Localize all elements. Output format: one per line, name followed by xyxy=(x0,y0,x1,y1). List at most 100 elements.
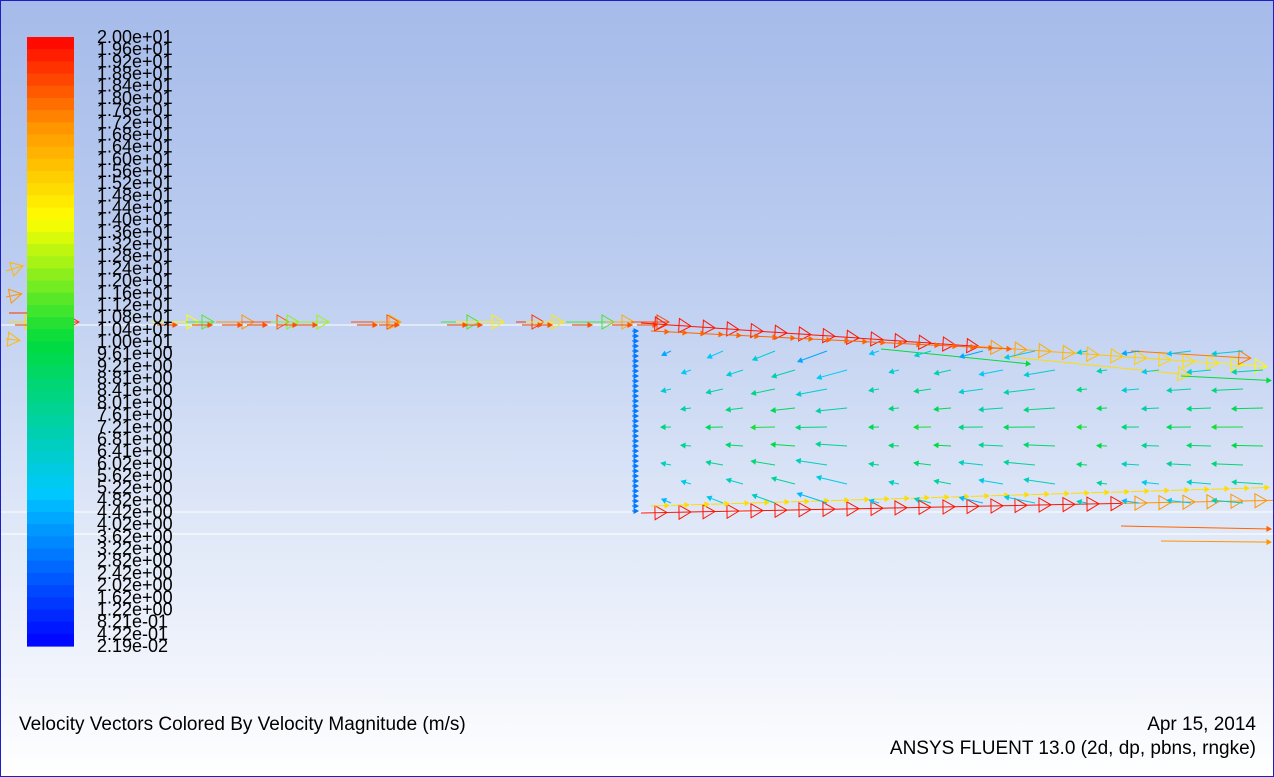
velocity-vector xyxy=(770,476,796,485)
velocity-vector xyxy=(1090,489,1111,496)
colorbar-swatch xyxy=(27,487,74,501)
colorbar-swatch xyxy=(27,390,74,403)
velocity-vector xyxy=(1166,387,1192,394)
colorbar-tick-label: 1.92e+01 xyxy=(97,51,173,71)
velocity-vector xyxy=(5,331,21,348)
velocity-vector xyxy=(904,499,932,516)
velocity-vector xyxy=(632,472,640,480)
velocity-vector xyxy=(1190,486,1211,493)
velocity-vector xyxy=(632,397,640,405)
velocity-vector xyxy=(958,459,984,466)
velocity-vector xyxy=(632,422,640,430)
colorbar-tick-label: 1.76e+01 xyxy=(97,100,173,120)
velocity-vector xyxy=(1120,424,1140,431)
velocity-vector xyxy=(670,501,691,509)
colorbar-swatch xyxy=(27,183,74,196)
colorbar-swatch xyxy=(27,110,74,123)
colorbar-swatch xyxy=(27,438,74,452)
velocity-vector xyxy=(632,507,640,515)
velocity-vector xyxy=(222,321,244,329)
velocity-vector xyxy=(1024,497,1052,513)
velocity-vector xyxy=(632,342,640,350)
colorbar-swatch xyxy=(27,365,74,379)
velocity-vector xyxy=(910,494,931,501)
velocity-vector xyxy=(705,388,724,395)
velocity-vector xyxy=(1166,497,1192,504)
velocity-vector xyxy=(650,502,671,509)
colorbar-tick-label: 2.00e+01 xyxy=(97,27,173,47)
velocity-vector xyxy=(632,467,640,475)
velocity-vector xyxy=(632,362,640,370)
velocity-vector xyxy=(659,424,672,431)
velocity-vector xyxy=(1003,459,1036,466)
velocity-vector xyxy=(1130,349,1252,366)
velocity-vector xyxy=(725,406,744,413)
velocity-vector xyxy=(1050,490,1071,497)
velocity-vector xyxy=(933,369,952,376)
colorbar-swatch xyxy=(27,122,74,136)
velocity-vector xyxy=(526,314,565,330)
velocity-vector xyxy=(1075,424,1088,431)
velocity-vector xyxy=(796,350,828,363)
velocity-vector xyxy=(790,498,811,505)
colorbar-swatch xyxy=(27,633,74,647)
velocity-vector xyxy=(612,321,634,329)
velocity-vector xyxy=(1170,486,1191,494)
velocity-vector xyxy=(706,350,724,359)
velocity-vector xyxy=(1023,369,1056,378)
velocity-vector xyxy=(912,424,932,431)
velocity-vector xyxy=(632,402,640,410)
velocity-vector xyxy=(1231,368,1264,376)
velocity-vector xyxy=(1096,347,1124,364)
velocity-vector xyxy=(1120,525,1273,532)
velocity-vector xyxy=(1230,405,1264,412)
velocity-vector xyxy=(650,328,671,335)
colorbar-tick-label: 1.68e+01 xyxy=(97,124,173,144)
colorbar-tick-label: 1.04e+01 xyxy=(97,319,173,339)
velocity-vector xyxy=(760,324,788,341)
velocity-vector xyxy=(740,333,761,340)
velocity-vector xyxy=(978,369,1004,377)
colorbar-tick-label: 6.02e+00 xyxy=(97,453,173,473)
velocity-vector xyxy=(970,492,991,500)
velocity-vector xyxy=(850,496,871,503)
velocity-vector xyxy=(1210,387,1244,394)
colorbar-tick-label: 8.21e-01 xyxy=(97,612,168,632)
colorbar-swatch xyxy=(27,134,74,148)
velocity-vector xyxy=(815,441,848,448)
velocity-vector xyxy=(157,321,179,329)
colorbar-swatch xyxy=(27,329,74,343)
velocity-vector xyxy=(930,494,951,501)
velocity-vector xyxy=(1003,350,1036,360)
velocity-vector xyxy=(632,477,640,485)
velocity-vector xyxy=(868,498,880,505)
velocity-vector xyxy=(868,386,880,393)
colorbar-swatch xyxy=(27,451,74,464)
colorbar-swatch xyxy=(27,231,74,245)
velocity-vector xyxy=(913,387,932,394)
velocity-vector xyxy=(795,388,828,397)
velocity-vector xyxy=(956,343,977,351)
velocity-vector xyxy=(5,261,25,277)
velocity-vector xyxy=(632,372,640,380)
velocity-vector xyxy=(632,417,640,425)
solver-version: ANSYS FLUENT 13.0 (2d, dp, pbns, rngke) xyxy=(889,738,1256,759)
velocity-vector xyxy=(632,482,640,490)
velocity-vector xyxy=(1185,405,1212,412)
velocity-vector xyxy=(770,441,796,448)
velocity-vector xyxy=(632,412,640,420)
velocity-vector xyxy=(297,321,319,329)
velocity-vector xyxy=(736,502,764,519)
velocity-vector xyxy=(770,407,796,414)
colorbar-swatch xyxy=(27,61,74,75)
velocity-vector xyxy=(291,314,330,330)
velocity-vector xyxy=(357,321,379,329)
velocity-vector xyxy=(1168,352,1196,369)
velocity-vector xyxy=(1022,441,1056,448)
colorbar-swatch xyxy=(27,414,74,428)
velocity-vector xyxy=(1186,368,1212,375)
velocity-vector xyxy=(1096,480,1108,487)
velocity-vector xyxy=(632,497,640,505)
